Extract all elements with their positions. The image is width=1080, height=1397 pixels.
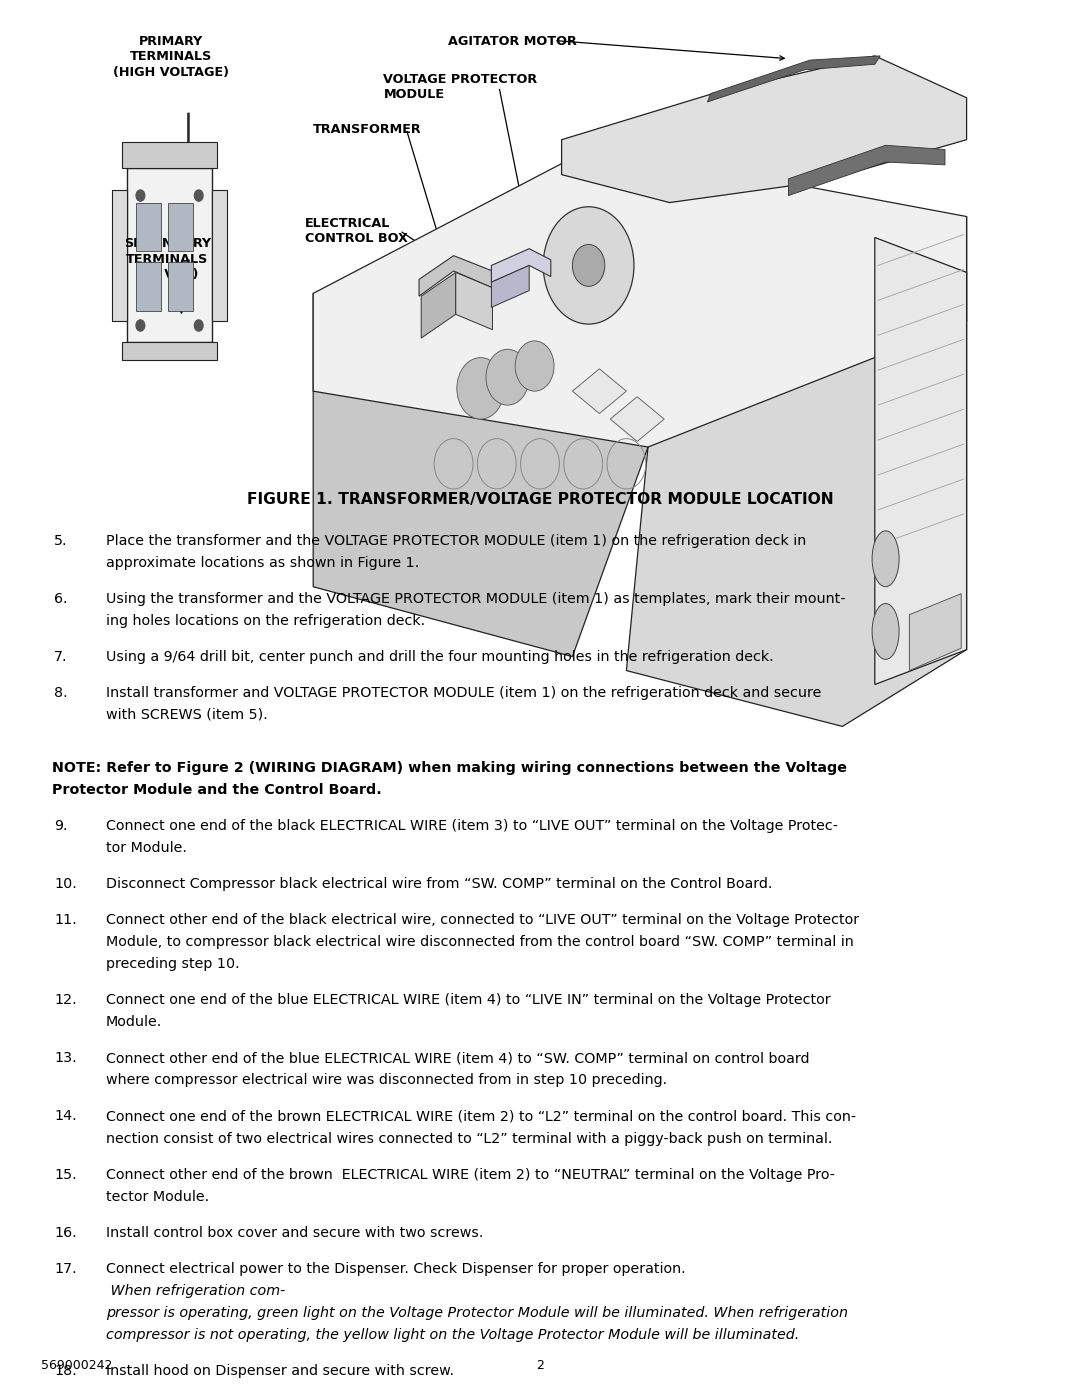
- Circle shape: [457, 358, 504, 419]
- Text: Connect one end of the black ELECTRICAL WIRE (item 3) to “LIVE OUT” terminal on : Connect one end of the black ELECTRICAL …: [106, 819, 838, 833]
- Polygon shape: [313, 293, 648, 657]
- Text: Module, to compressor black electrical wire disconnected from the control board : Module, to compressor black electrical w…: [106, 935, 853, 949]
- Text: Using a 9/64 drill bit, center punch and drill the four mounting holes in the re: Using a 9/64 drill bit, center punch and…: [106, 650, 773, 664]
- Text: tor Module.: tor Module.: [106, 841, 187, 855]
- Text: nection consist of two electrical wires connected to “L2” terminal with a piggy-: nection consist of two electrical wires …: [106, 1132, 833, 1146]
- Text: Connect other end of the brown  ELECTRICAL WIRE (item 2) to “NEUTRAL” terminal o: Connect other end of the brown ELECTRICA…: [106, 1168, 835, 1182]
- Text: Module.: Module.: [106, 1016, 162, 1030]
- Polygon shape: [136, 263, 161, 312]
- Circle shape: [543, 207, 634, 324]
- Circle shape: [136, 320, 145, 331]
- Text: tector Module.: tector Module.: [106, 1190, 208, 1204]
- Text: with SCREWS (item 5).: with SCREWS (item 5).: [106, 708, 268, 722]
- Polygon shape: [491, 265, 529, 307]
- Polygon shape: [112, 190, 127, 321]
- Text: 9.: 9.: [54, 819, 67, 833]
- Polygon shape: [167, 263, 193, 312]
- Text: compressor is not operating, the yellow light on the Voltage Protector Module wi: compressor is not operating, the yellow …: [106, 1329, 799, 1343]
- Polygon shape: [491, 249, 551, 282]
- Polygon shape: [626, 217, 967, 726]
- Circle shape: [136, 190, 145, 201]
- Polygon shape: [122, 342, 217, 360]
- Text: SECONDARY
TERMINALS
(24 VAC): SECONDARY TERMINALS (24 VAC): [124, 237, 211, 281]
- Circle shape: [572, 244, 605, 286]
- Text: preceding step 10.: preceding step 10.: [106, 957, 240, 971]
- Text: Protector Module and the Control Board.: Protector Module and the Control Board.: [52, 782, 381, 796]
- Text: 2: 2: [536, 1359, 544, 1372]
- Polygon shape: [909, 594, 961, 671]
- Polygon shape: [313, 147, 967, 447]
- Text: 11.: 11.: [54, 914, 77, 928]
- Text: 12.: 12.: [54, 993, 77, 1007]
- Ellipse shape: [873, 531, 899, 587]
- Polygon shape: [419, 256, 492, 296]
- Polygon shape: [788, 145, 945, 196]
- Polygon shape: [421, 272, 456, 338]
- Polygon shape: [610, 397, 664, 441]
- Text: 18.: 18.: [54, 1363, 77, 1377]
- Text: AGITATOR MOTOR: AGITATOR MOTOR: [448, 35, 577, 47]
- Polygon shape: [122, 142, 217, 168]
- Text: Place the transformer and the VOLTAGE PROTECTOR MODULE (item 1) on the refrigera: Place the transformer and the VOLTAGE PR…: [106, 534, 806, 548]
- Polygon shape: [167, 203, 193, 251]
- Text: When refrigeration com-: When refrigeration com-: [106, 1284, 285, 1298]
- Text: where compressor electrical wire was disconnected from in step 10 preceding.: where compressor electrical wire was dis…: [106, 1073, 667, 1087]
- Polygon shape: [875, 237, 967, 685]
- Text: pressor is operating, green light on the Voltage Protector Module will be illumi: pressor is operating, green light on the…: [106, 1306, 848, 1320]
- Text: VOLTAGE PROTECTOR
MODULE: VOLTAGE PROTECTOR MODULE: [383, 73, 538, 101]
- Text: 14.: 14.: [54, 1109, 77, 1123]
- Circle shape: [194, 320, 203, 331]
- Text: Connect one end of the blue ELECTRICAL WIRE (item 4) to “LIVE IN” terminal on th: Connect one end of the blue ELECTRICAL W…: [106, 993, 831, 1007]
- Circle shape: [486, 349, 529, 405]
- Text: PRIMARY
TERMINALS
(HIGH VOLTAGE): PRIMARY TERMINALS (HIGH VOLTAGE): [112, 35, 229, 78]
- Polygon shape: [707, 56, 880, 102]
- Text: ELECTRICAL
CONTROL BOX: ELECTRICAL CONTROL BOX: [305, 217, 407, 244]
- Text: 5.: 5.: [54, 534, 67, 548]
- Text: 17.: 17.: [54, 1261, 77, 1275]
- Text: ing holes locations on the refrigeration deck.: ing holes locations on the refrigeration…: [106, 613, 424, 627]
- Polygon shape: [212, 190, 227, 321]
- Text: Using the transformer and the VOLTAGE PROTECTOR MODULE (item 1) as templates, ma: Using the transformer and the VOLTAGE PR…: [106, 592, 846, 606]
- Text: Connect electrical power to the Dispenser. Check Dispenser for proper operation.: Connect electrical power to the Dispense…: [106, 1261, 686, 1275]
- Polygon shape: [562, 56, 967, 203]
- Text: Install control box cover and secure with two screws.: Install control box cover and secure wit…: [106, 1225, 483, 1239]
- Polygon shape: [572, 369, 626, 414]
- Text: 16.: 16.: [54, 1225, 77, 1239]
- Text: TRANSFORMER: TRANSFORMER: [313, 123, 422, 136]
- Circle shape: [194, 190, 203, 201]
- Polygon shape: [456, 272, 492, 330]
- Text: Connect other end of the blue ELECTRICAL WIRE (item 4) to “SW. COMP” terminal on: Connect other end of the blue ELECTRICAL…: [106, 1052, 809, 1066]
- Polygon shape: [136, 203, 161, 251]
- Text: approximate locations as shown in Figure 1.: approximate locations as shown in Figure…: [106, 556, 419, 570]
- Text: 13.: 13.: [54, 1052, 77, 1066]
- Text: Install transformer and VOLTAGE PROTECTOR MODULE (item 1) on the refrigeration d: Install transformer and VOLTAGE PROTECTO…: [106, 686, 821, 700]
- Text: 10.: 10.: [54, 877, 77, 891]
- Text: 7.: 7.: [54, 650, 67, 664]
- Text: Disconnect Compressor black electrical wire from “SW. COMP” terminal on the Cont: Disconnect Compressor black electrical w…: [106, 877, 772, 891]
- Text: 6.: 6.: [54, 592, 67, 606]
- Polygon shape: [127, 168, 212, 342]
- Text: 569000242: 569000242: [41, 1359, 112, 1372]
- Text: Connect one end of the brown ELECTRICAL WIRE (item 2) to “L2” terminal on the co: Connect one end of the brown ELECTRICAL …: [106, 1109, 856, 1123]
- Text: 8.: 8.: [54, 686, 68, 700]
- Text: 15.: 15.: [54, 1168, 77, 1182]
- Text: FIGURE 1. TRANSFORMER/VOLTAGE PROTECTOR MODULE LOCATION: FIGURE 1. TRANSFORMER/VOLTAGE PROTECTOR …: [246, 492, 834, 507]
- Circle shape: [515, 341, 554, 391]
- Text: NOTE: Refer to Figure 2 (WIRING DIAGRAM) when making wiring connections between : NOTE: Refer to Figure 2 (WIRING DIAGRAM)…: [52, 761, 847, 775]
- Text: Install hood on Dispenser and secure with screw.: Install hood on Dispenser and secure wit…: [106, 1363, 454, 1377]
- Ellipse shape: [873, 604, 899, 659]
- Text: Connect other end of the black electrical wire, connected to “LIVE OUT” terminal: Connect other end of the black electrica…: [106, 914, 859, 928]
